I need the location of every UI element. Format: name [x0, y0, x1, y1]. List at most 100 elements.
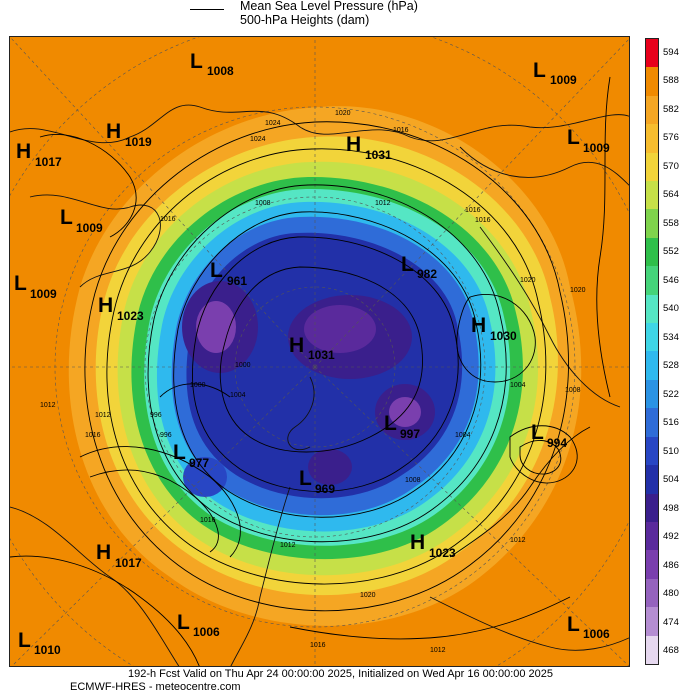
pressure-systems: L 1008 L 1009 H 1019 H 1017 H 1031 L 100…: [14, 50, 610, 657]
pressure-system-value: 1009: [30, 287, 57, 301]
isobar-label: 1020: [360, 592, 376, 599]
isobar-label: 1016: [465, 207, 481, 214]
isobar-label: 1016: [475, 217, 491, 224]
pressure-system-letter: L: [177, 611, 190, 634]
isobar-label: 1020: [520, 277, 536, 284]
colorbar-label: 528: [663, 360, 679, 372]
isobar-label: 1004: [230, 392, 246, 399]
isobar-label: 1012: [40, 402, 56, 409]
pressure-system-value: 1017: [115, 556, 142, 570]
isobars: [10, 76, 611, 666]
colorbar-segment: [646, 266, 658, 295]
isobar-labels: 1020 1016 1024 1016 1012 1016 1008 996 1…: [40, 110, 586, 654]
colorbar-label: 486: [663, 559, 679, 571]
colorbar-segment: [646, 607, 658, 636]
isobar-label: 1012: [510, 537, 526, 544]
isobar-label: 1016: [310, 642, 326, 649]
colorbar-label: 588: [663, 75, 679, 87]
pressure-system-value: 1009: [550, 73, 577, 87]
isobar-label: 1016: [200, 517, 216, 524]
pressure-system-letter: H: [346, 133, 361, 156]
pressure-system-letter: L: [173, 441, 186, 464]
colorbar-segment: [646, 521, 658, 551]
height-low-lower: [308, 449, 352, 485]
pressure-system-value: 1009: [76, 221, 103, 235]
colorbar-segment: [646, 152, 658, 182]
pressure-system-letter: L: [567, 126, 580, 149]
height-colorbar-labels: 594 588 582 576 570 564 558 552 546 540 534 528 522 5…: [663, 38, 681, 665]
colorbar-segment: [646, 181, 658, 210]
colorbar-segment: [646, 237, 658, 267]
pressure-system-letter: L: [533, 59, 546, 82]
model-source-text: ECMWF-HRES - meteocentre.com: [70, 681, 241, 693]
pressure-system-letter: L: [299, 467, 312, 490]
isobar-label: 1012: [375, 200, 391, 207]
pressure-system-value: 1017: [35, 155, 62, 169]
colorbar-label: 522: [663, 388, 679, 400]
pressure-system-letter: L: [384, 412, 397, 435]
colorbar-segment: [646, 323, 658, 352]
colorbar-segment: [646, 436, 658, 466]
isobar-label: 1004: [455, 432, 471, 439]
colorbar-segment: [646, 351, 658, 380]
graticule: [10, 37, 629, 666]
isobar-label: 1004: [510, 382, 526, 389]
pressure-system-value: 1031: [308, 348, 335, 362]
coastlines: [10, 104, 629, 666]
isobar-label: 996: [160, 432, 172, 439]
colorbar-segment: [646, 209, 658, 238]
pressure-system-value: 1030: [490, 329, 517, 343]
colorbar-label: 594: [663, 46, 679, 58]
pressure-system-letter: H: [16, 140, 31, 163]
colorbar-label: 504: [663, 474, 679, 486]
pressure-system-value: 1006: [583, 627, 610, 641]
colorbar-segment: [646, 408, 658, 437]
isobar-label: 1012: [430, 647, 446, 654]
pressure-system-letter: H: [289, 334, 304, 357]
pressure-system-value: 1006: [193, 625, 220, 639]
isobar-label: 1024: [250, 136, 266, 143]
colorbar-label: 492: [663, 531, 679, 543]
pressure-system-letter: H: [98, 294, 113, 317]
pressure-system-value: 969: [315, 482, 335, 496]
colorbar-label: 540: [663, 303, 679, 315]
isobar-label: 1016: [160, 216, 176, 223]
isobar-label: 1000: [190, 382, 206, 389]
colorbar-label: 546: [663, 274, 679, 286]
colorbar-label: 498: [663, 502, 679, 514]
isobar-label: 1020: [335, 110, 351, 117]
colorbar-label: 468: [663, 645, 679, 657]
colorbar-label: 582: [663, 103, 679, 115]
colorbar-segment: [646, 550, 658, 579]
colorbar-segment: [646, 294, 658, 324]
forecast-validity-text: 192-h Fcst Valid on Thu Apr 24 00:00:00 …: [127, 668, 554, 680]
pressure-system-letter: H: [410, 531, 425, 554]
colorbar-segment: [646, 379, 658, 409]
pressure-system-value: 1031: [365, 148, 392, 162]
pressure-system-value: 997: [400, 427, 420, 441]
pressure-system-letter: H: [96, 541, 111, 564]
colorbar-label: 564: [663, 189, 679, 201]
legend-mslp-label: Mean Sea Level Pressure (hPa): [240, 0, 418, 13]
isobar-label: 1000: [235, 362, 251, 369]
pressure-system-letter: L: [190, 50, 203, 73]
colorbar-label: 534: [663, 331, 679, 343]
isobar-label: 1012: [95, 412, 111, 419]
colorbar-segment: [646, 67, 658, 96]
pressure-system-value: 982: [417, 267, 437, 281]
isobar-label: 1012: [280, 542, 296, 549]
pressure-system-value: 994: [547, 436, 567, 450]
isobar-label: 1008: [565, 387, 581, 394]
colorbar-segment: [646, 39, 658, 68]
isobar-label: 1020: [570, 287, 586, 294]
pressure-system-letter: L: [14, 272, 27, 295]
pressure-system-value: 1023: [117, 309, 144, 323]
legend-heights-label: 500-hPa Heights (dam): [240, 13, 370, 27]
pressure-system-letter: L: [18, 629, 31, 652]
colorbar-segment: [646, 95, 658, 125]
colorbar-label: 552: [663, 246, 679, 258]
pressure-system-letter: L: [401, 253, 414, 276]
colorbar-label: 558: [663, 217, 679, 229]
pressure-system-letter: H: [471, 314, 486, 337]
map-legend: Mean Sea Level Pressure (hPa) 500-hPa He…: [190, 0, 490, 32]
